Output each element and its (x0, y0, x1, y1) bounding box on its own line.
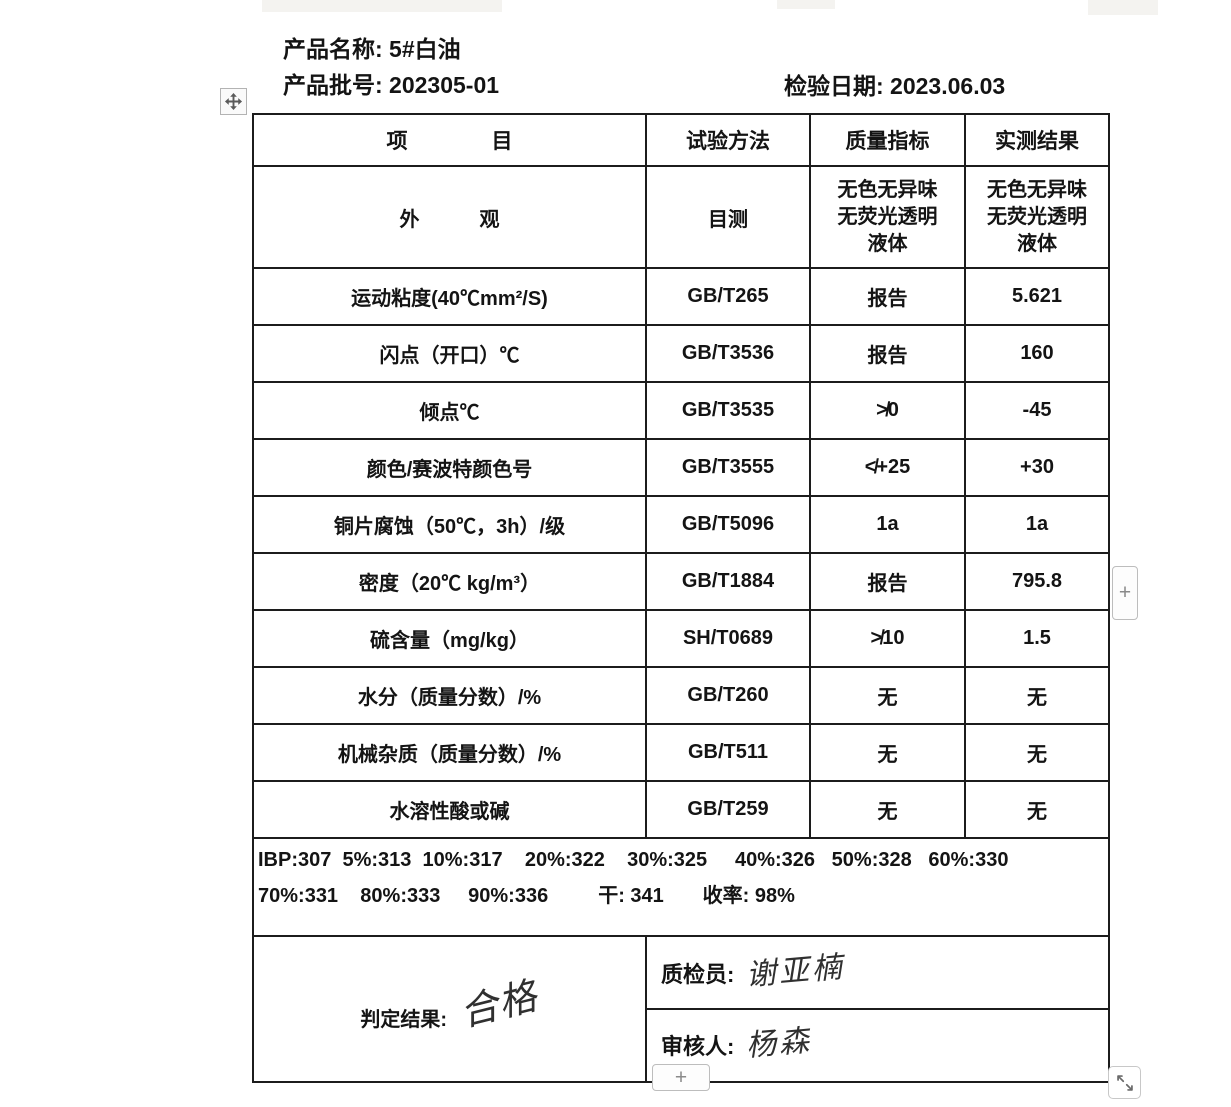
insert-column-handle[interactable]: + (1112, 566, 1138, 620)
cell-method: GB/T3536 (645, 324, 811, 383)
table-row: 颜色/赛波特颜色号 GB/T3555 ≮+25 +30 (252, 438, 1110, 497)
inspector-line: 质检员: 谢亚楠 (648, 938, 1107, 1010)
cell-item: 倾点℃ (252, 381, 647, 440)
table-row: 密度（20℃ kg/m³） GB/T1884 报告 795.8 (252, 552, 1110, 611)
cell-result: 1a (964, 495, 1110, 554)
cell-item: 颜色/赛波特颜色号 (252, 438, 647, 497)
col-header-spec: 质量指标 (809, 113, 966, 167)
cell-result: 5.621 (964, 267, 1110, 326)
table-header-row: 项 目 试验方法 质量指标 实测结果 (252, 113, 1110, 167)
signatures-cell: 质检员: 谢亚楠 审核人: 杨森 (645, 935, 1110, 1083)
reviewer-label: 审核人: (661, 1034, 735, 1059)
verdict-signature: 合格 (455, 974, 542, 1035)
cell-result: +30 (964, 438, 1110, 497)
cell-result: -45 (964, 381, 1110, 440)
cell-result: 无 (964, 780, 1110, 839)
cell-spec: 无 (809, 666, 966, 725)
cell-item: 水溶性酸或碱 (252, 780, 647, 839)
table-resize-handle[interactable] (1108, 1066, 1141, 1099)
verdict-label: 判定结果: (360, 1008, 448, 1031)
cell-spec: 无色无异味 无荧光透明 液体 (809, 165, 966, 269)
cell-result: 无色无异味 无荧光透明 液体 (964, 165, 1110, 269)
table-row: 机械杂质（质量分数）/% GB/T511 无 无 (252, 723, 1110, 782)
table-row: 外 观 目测 无色无异味 无荧光透明 液体 无色无异味 无荧光透明 液体 (252, 165, 1110, 269)
cell-method: GB/T259 (645, 780, 811, 839)
distillation-row: IBP:307 5%:313 10%:317 20%:322 30%:325 4… (252, 837, 1110, 937)
cell-method: GB/T265 (645, 267, 811, 326)
cell-spec: 无 (809, 723, 966, 782)
cell-spec: ≯10 (809, 609, 966, 668)
cell-item: 密度（20℃ kg/m³） (252, 552, 647, 611)
cell-result: 160 (964, 324, 1110, 383)
inspection-table: 项 目 试验方法 质量指标 实测结果 外 观 目测 无色无异味 无荧光透明 液体… (252, 113, 1110, 1083)
cell-spec: ≯0 (809, 381, 966, 440)
distillation-line2: 70%:331 80%:333 90%:336 干: 341 收率: 98% (258, 885, 795, 907)
cell-item: 铜片腐蚀（50℃，3h）/级 (252, 495, 647, 554)
table-row: 硫含量（mg/kg） SH/T0689 ≯10 1.5 (252, 609, 1110, 668)
verdict-cell: 判定结果: 合格 (252, 935, 647, 1083)
reviewer-line: 审核人: 杨森 (648, 1010, 1107, 1080)
scan-artifact (262, 0, 502, 12)
reviewer-signature: 杨森 (744, 1024, 814, 1063)
cell-item: 机械杂质（质量分数）/% (252, 723, 647, 782)
document-header: 产品名称: 5#白油 产品批号: 202305-01 (283, 31, 499, 103)
inspector-signature: 谢亚楠 (744, 950, 847, 993)
cell-spec: 报告 (809, 552, 966, 611)
table-row: 倾点℃ GB/T3535 ≯0 -45 (252, 381, 1110, 440)
cell-item: 水分（质量分数）/% (252, 666, 647, 725)
col-header-item: 项 目 (252, 113, 647, 167)
distillation-line1: IBP:307 5%:313 10%:317 20%:322 30%:325 4… (258, 849, 1009, 871)
col-header-method: 试验方法 (645, 113, 811, 167)
cell-method: GB/T511 (645, 723, 811, 782)
batch-number: 产品批号: 202305-01 (283, 72, 500, 98)
cell-spec: ≮+25 (809, 438, 966, 497)
inspection-date: 检验日期: 2023.06.03 (784, 73, 1006, 99)
table-row: 水分（质量分数）/% GB/T260 无 无 (252, 666, 1110, 725)
diagonal-resize-icon (1112, 1070, 1138, 1096)
cell-result: 1.5 (964, 609, 1110, 668)
cell-spec: 报告 (809, 324, 966, 383)
cell-item: 硫含量（mg/kg） (252, 609, 647, 668)
cell-spec: 1a (809, 495, 966, 554)
cell-method: GB/T3535 (645, 381, 811, 440)
cell-spec: 报告 (809, 267, 966, 326)
table-row: 铜片腐蚀（50℃，3h）/级 GB/T5096 1a 1a (252, 495, 1110, 554)
cell-result: 无 (964, 666, 1110, 725)
cell-result: 无 (964, 723, 1110, 782)
table-move-handle[interactable] (220, 88, 247, 115)
table-row: 闪点（开口）℃ GB/T3536 报告 160 (252, 324, 1110, 383)
cell-item: 闪点（开口）℃ (252, 324, 647, 383)
cell-method: 目测 (645, 165, 811, 269)
product-name: 产品名称: 5#白油 (283, 36, 461, 62)
signature-row: 判定结果: 合格 质检员: 谢亚楠 审核人: 杨森 (252, 935, 1110, 1083)
cell-method: GB/T260 (645, 666, 811, 725)
cell-result: 795.8 (964, 552, 1110, 611)
cell-method: GB/T5096 (645, 495, 811, 554)
cell-spec: 无 (809, 780, 966, 839)
scan-artifact (777, 0, 835, 9)
four-way-arrow-icon (224, 92, 243, 111)
table-row: 水溶性酸或碱 GB/T259 无 无 (252, 780, 1110, 839)
insert-row-handle[interactable]: + (652, 1064, 710, 1091)
col-header-result: 实测结果 (964, 113, 1110, 167)
cell-method: GB/T1884 (645, 552, 811, 611)
cell-method: SH/T0689 (645, 609, 811, 668)
distillation-cell: IBP:307 5%:313 10%:317 20%:322 30%:325 4… (252, 837, 1110, 937)
cell-item: 运动粘度(40℃mm²/S) (252, 267, 647, 326)
inspector-label: 质检员: (661, 962, 735, 987)
scan-artifact (1088, 0, 1158, 15)
table-row: 运动粘度(40℃mm²/S) GB/T265 报告 5.621 (252, 267, 1110, 326)
cell-item: 外 观 (252, 165, 647, 269)
cell-method: GB/T3555 (645, 438, 811, 497)
